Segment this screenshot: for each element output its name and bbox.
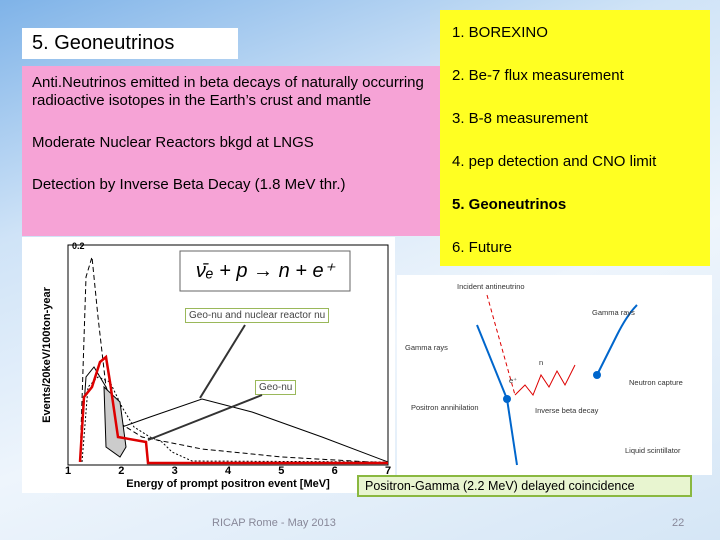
gamma — [476, 324, 508, 400]
footer: RICAP Rome - May 2013 — [212, 517, 336, 529]
label: Gamma rays — [405, 343, 448, 352]
paragraph: Detection by Inverse Beta Decay (1.8 MeV… — [32, 176, 346, 193]
positron — [503, 395, 511, 403]
outline-item: 6. Future — [452, 239, 513, 256]
x-tick-label: 5 — [278, 465, 284, 477]
caption: Positron-Gamma (2.2 MeV) delayed coincid… — [357, 475, 692, 497]
page-number: 22 — [672, 517, 685, 529]
paragraph: Moderate Nuclear Reactors bkgd at LNGS — [32, 134, 314, 151]
x-tick-label: 2 — [118, 465, 124, 477]
formula: ν̄ₑ + p → n + e⁺ — [196, 260, 336, 282]
outline-item: 1. BOREXINO — [452, 24, 548, 41]
x-tick-label: 7 — [385, 465, 391, 477]
x-axis-label: Energy of prompt positron event [MeV] — [126, 478, 330, 490]
label: Positron annihilation — [411, 403, 479, 412]
formula-box — [179, 250, 351, 292]
label: Inverse beta decay — [535, 406, 599, 415]
gamma — [506, 398, 518, 466]
description: Anti.Neutrinos emitted in beta decays of… — [22, 66, 440, 236]
slide-title: 5. Geoneutrinos — [22, 28, 238, 59]
y-axis-label: Events/20keV/100ton-year — [41, 286, 53, 422]
label: Neutron capture — [629, 378, 683, 387]
curve — [78, 354, 388, 465]
x-tick-label: 1 — [65, 465, 71, 477]
diagram: Incident antineutrino Gamma rays Gamma r… — [397, 275, 712, 475]
outline-item: 2. Be-7 flux measurement — [452, 67, 624, 84]
y-tick-label: 0.2 — [72, 241, 85, 251]
outline-item: 5. Geoneutrinos — [452, 196, 567, 213]
annotation: Geo-nu — [255, 380, 297, 395]
label: Gamma rays — [592, 308, 635, 317]
label: Incident antineutrino — [457, 282, 525, 291]
annotation: Geo-nu and nuclear reactor nu — [185, 308, 330, 323]
plot-frame — [67, 244, 389, 466]
paragraph: Anti.Neutrinos emitted in beta decays of… — [32, 74, 424, 109]
x-tick-label: 6 — [332, 465, 338, 477]
x-tick-label: 3 — [172, 465, 178, 477]
arrow — [486, 294, 516, 396]
outline-item: 4. pep detection and CNO limit — [452, 153, 657, 170]
x-tick-label: 4 — [225, 465, 232, 477]
neutron-path — [514, 364, 576, 396]
capture — [593, 371, 601, 379]
label: Liquid scintillator — [625, 446, 681, 455]
gamma — [596, 304, 638, 376]
label: e⁺ — [509, 376, 517, 385]
label: n — [539, 358, 543, 367]
outline: 1. BOREXINO 2. Be-7 flux measurement 3. … — [440, 10, 710, 266]
plot-image: 0.2 1 2 3 4 5 6 7 Energy of prompt positron ev… — [22, 237, 395, 493]
curve — [79, 366, 389, 463]
curve — [81, 376, 389, 463]
outline-item: 3. B-8 measurement — [452, 110, 588, 127]
